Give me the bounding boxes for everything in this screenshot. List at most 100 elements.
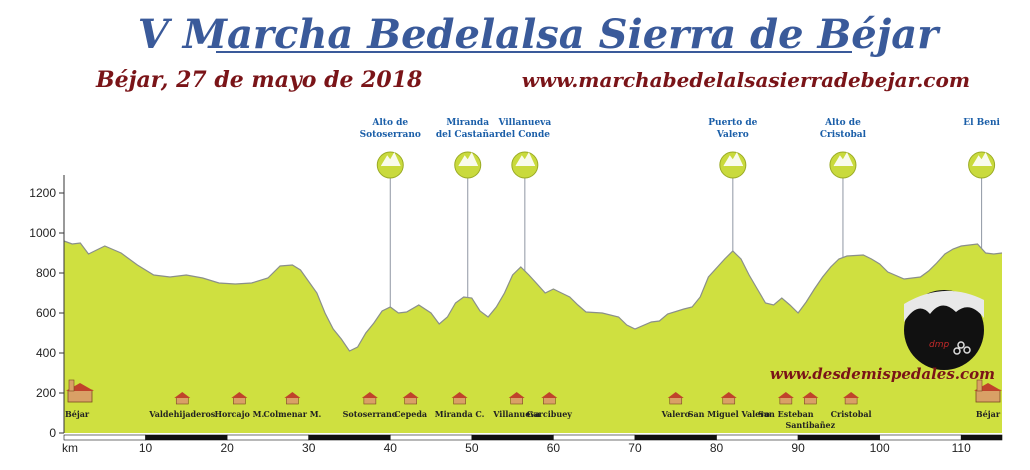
x-scale-segment bbox=[389, 434, 473, 441]
y-tick-label: 200 bbox=[36, 386, 56, 400]
elevation-area bbox=[64, 241, 1002, 433]
town-label: Horcajo M. bbox=[214, 409, 264, 419]
x-scale-segment bbox=[960, 434, 1003, 441]
x-scale-segment bbox=[716, 434, 799, 441]
elevation-line bbox=[63, 240, 1003, 352]
x-tick-label: 110 bbox=[952, 441, 971, 455]
village-house-icon bbox=[543, 396, 556, 405]
town-markers: Béjar Valdehijaderos Horcajo M. Colmenar M.… bbox=[65, 379, 1002, 430]
peak-label-line2: del Conde bbox=[500, 130, 551, 140]
town-label: Valero bbox=[661, 409, 691, 419]
village-house-icon bbox=[175, 396, 189, 405]
town-label: Cepeda bbox=[394, 409, 427, 419]
x-tick-label: 90 bbox=[791, 441, 805, 455]
village-roof-icon bbox=[777, 392, 794, 398]
town-label: Santibañez bbox=[785, 420, 835, 430]
town-label: Cristobal bbox=[831, 409, 872, 419]
x-tick-label: 70 bbox=[628, 441, 642, 455]
village-roof-icon bbox=[802, 392, 819, 398]
mountain-snow-icon bbox=[458, 152, 479, 167]
village-roof-icon bbox=[284, 392, 301, 398]
peak-label-line1: Miranda bbox=[446, 118, 489, 128]
church-tower-icon bbox=[68, 379, 75, 392]
peak-label-line1: Alto de bbox=[371, 118, 408, 128]
chart-area bbox=[63, 240, 1003, 433]
town-label: Garcibuey bbox=[527, 409, 573, 419]
x-tick-label: 30 bbox=[302, 441, 316, 455]
x-tick-label: 10 bbox=[139, 441, 153, 455]
village-roof-icon bbox=[451, 392, 468, 398]
mountain-snow-icon bbox=[833, 152, 854, 167]
village-house-icon bbox=[722, 396, 736, 405]
y-tick-label: 0 bbox=[49, 426, 56, 440]
town-label: San Esteban bbox=[758, 409, 814, 419]
town-label: Béjar bbox=[976, 409, 1001, 419]
x-tick-label: 50 bbox=[465, 441, 479, 455]
peak-label-line1: El Beni bbox=[963, 118, 1000, 128]
town-label: Miranda C. bbox=[435, 409, 485, 419]
peak-label-line2: Sotoserrano bbox=[360, 130, 421, 140]
village-roof-icon bbox=[402, 392, 419, 398]
y-tick-label: 1000 bbox=[29, 226, 56, 240]
town-label: San Miguel Valero bbox=[688, 409, 771, 419]
village-house-icon bbox=[804, 396, 817, 405]
x-tick-label: 20 bbox=[220, 441, 234, 455]
village-house-icon bbox=[669, 396, 683, 405]
town-label: Valdehijaderos bbox=[148, 409, 216, 419]
village-house-icon bbox=[286, 396, 299, 405]
village-roof-icon bbox=[667, 392, 684, 398]
village-house-icon bbox=[363, 396, 377, 405]
x-tick-label: 40 bbox=[384, 441, 398, 455]
watermark-url[interactable]: www.desdemispedales.com bbox=[770, 365, 995, 383]
peak-label-line1: Villanueva bbox=[497, 118, 551, 128]
logo-text: dmp bbox=[929, 340, 949, 350]
peak-label-line2: Cristobal bbox=[820, 130, 867, 140]
village-roof-icon bbox=[361, 392, 378, 398]
town-label: Villanueva bbox=[492, 409, 540, 419]
town-building-icon bbox=[67, 389, 93, 403]
y-tick-label: 600 bbox=[36, 306, 56, 320]
town-label: Béjar bbox=[65, 409, 90, 419]
peak-label-line1: Alto de bbox=[824, 118, 861, 128]
x-scale-segment bbox=[471, 434, 554, 441]
x-scale-segment bbox=[63, 434, 146, 441]
mountain-snow-icon bbox=[515, 152, 536, 167]
triskelion-icon bbox=[953, 341, 971, 355]
village-house-icon bbox=[844, 396, 858, 405]
y-tick-label: 1200 bbox=[29, 186, 56, 200]
town-label: Sotoserrano bbox=[343, 409, 398, 419]
page-title: V Marcha Bedelalsa Sierra de Béjar bbox=[138, 11, 941, 58]
x-tick-label: 60 bbox=[547, 441, 561, 455]
town-building-icon bbox=[975, 389, 1001, 403]
x-scale-segment bbox=[634, 434, 717, 441]
village-roof-icon bbox=[541, 392, 558, 398]
village-house-icon bbox=[779, 396, 793, 405]
village-house-icon bbox=[404, 396, 417, 405]
x-scale-segment bbox=[226, 434, 309, 441]
peak-label-line2: del Castañar bbox=[436, 129, 500, 140]
peak-label-line2: Valero bbox=[716, 130, 749, 140]
x-axis-label: km bbox=[62, 441, 78, 455]
x-tick-label: 100 bbox=[870, 441, 890, 455]
x-scale-segment bbox=[308, 434, 391, 441]
x-scale-segment bbox=[797, 434, 880, 441]
village-roof-icon bbox=[174, 392, 191, 398]
y-tick-label: 400 bbox=[36, 346, 56, 360]
event-date: Béjar, 27 de mayo de 2018 bbox=[95, 67, 422, 93]
dmp-logo: dmp bbox=[904, 290, 984, 370]
village-roof-icon bbox=[843, 392, 860, 398]
village-house-icon bbox=[453, 396, 466, 405]
village-roof-icon bbox=[231, 392, 248, 398]
event-website[interactable]: www.marchabedelalsasierradebejar.com bbox=[522, 68, 970, 92]
village-roof-icon bbox=[508, 392, 525, 398]
town-label: Colmenar M. bbox=[263, 409, 321, 419]
x-scale-segment bbox=[145, 434, 228, 441]
x-scale-segment bbox=[553, 434, 636, 441]
chart-axes: 0 200 400 600 800 1000 1200 km 10 20 30 40 50 60 70 80 9… bbox=[29, 175, 1003, 455]
village-roof-icon bbox=[720, 392, 737, 398]
peak-label-line1: Puerto de bbox=[708, 118, 757, 128]
village-house-icon bbox=[510, 396, 523, 405]
mountain-snow-icon bbox=[972, 152, 992, 167]
